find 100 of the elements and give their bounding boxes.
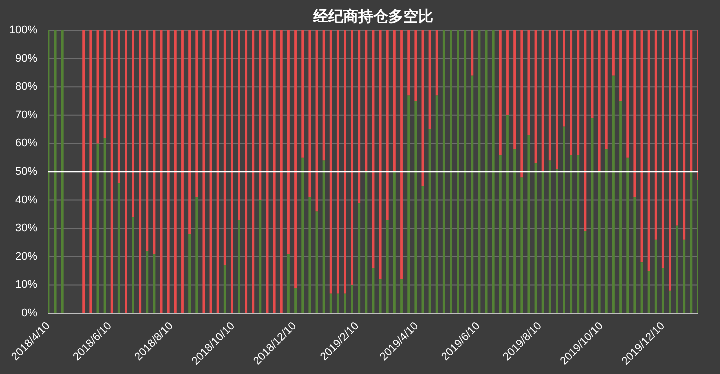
bar: [612, 30, 615, 76]
bar: [379, 30, 382, 280]
bar: [492, 30, 495, 314]
bar: [584, 30, 587, 232]
bar: [464, 30, 467, 314]
bar: [139, 30, 142, 314]
bar: [520, 178, 524, 314]
bar: [676, 30, 679, 226]
bar: [202, 30, 206, 314]
bar: [238, 30, 240, 220]
bar: [393, 30, 396, 172]
bar: [96, 144, 100, 314]
bar: [174, 30, 177, 314]
bar: [259, 200, 262, 314]
bar: [224, 30, 226, 266]
bar: [188, 30, 192, 234]
bar: [414, 101, 418, 314]
y-tick-label: 70%: [15, 109, 38, 122]
bar: [259, 30, 262, 200]
bar: [662, 268, 664, 314]
bar: [556, 169, 558, 314]
bar: [620, 30, 622, 102]
bar: [273, 30, 276, 314]
bar: [471, 30, 474, 76]
bar: [288, 254, 290, 314]
bar: [514, 149, 516, 314]
bar: [598, 30, 601, 172]
bar: [605, 30, 608, 150]
bar: [302, 30, 304, 158]
bar: [252, 30, 255, 314]
bar: [422, 186, 424, 314]
bar: [528, 135, 530, 314]
bar: [605, 149, 608, 314]
bar: [690, 30, 693, 172]
bar: [245, 30, 248, 314]
bar: [351, 30, 354, 286]
bar: [471, 76, 474, 314]
bar: [132, 30, 134, 218]
bar: [457, 30, 460, 314]
bar: [436, 96, 438, 314]
bar: [160, 30, 163, 314]
bar: [683, 30, 686, 240]
bar: [612, 76, 615, 314]
bar: [584, 231, 587, 314]
bar: [365, 172, 368, 314]
bar: [125, 30, 128, 314]
y-tick-label: 40%: [15, 194, 38, 206]
bar: [542, 172, 544, 314]
bar: [414, 30, 418, 102]
bar: [450, 30, 452, 314]
bar: [358, 203, 361, 314]
bar: [336, 30, 340, 294]
bar: [506, 115, 509, 314]
bar: [118, 183, 120, 314]
bar: [598, 172, 601, 314]
bar: [365, 30, 368, 172]
bar: [563, 30, 566, 127]
y-tick-label: 20%: [15, 250, 38, 263]
bar: [330, 30, 332, 294]
bar: [620, 101, 622, 314]
y-tick-label: 30%: [15, 222, 38, 235]
bar: [344, 30, 346, 294]
bar: [322, 160, 326, 314]
bar: [514, 30, 516, 150]
bar: [224, 265, 226, 314]
bar: [322, 30, 326, 161]
bar: [351, 285, 354, 314]
bar: [294, 30, 297, 288]
bar: [648, 30, 650, 272]
bar: [442, 30, 446, 314]
y-tick-label: 60%: [15, 138, 38, 150]
bar: [436, 30, 438, 96]
bar: [188, 234, 192, 314]
bar: [294, 288, 297, 314]
bar: [344, 294, 346, 314]
bar: [132, 217, 134, 314]
bar: [167, 30, 170, 314]
bar: [634, 30, 636, 198]
bar: [662, 30, 664, 268]
bar: [548, 30, 552, 161]
bar: [669, 290, 672, 314]
bar: [196, 30, 198, 198]
bar: [570, 30, 573, 156]
chart-title: 经纪商持仓多空比: [312, 8, 434, 26]
y-tick-label: 10%: [15, 279, 38, 292]
bar: [577, 30, 580, 156]
bar: [358, 30, 361, 204]
bar: [676, 226, 679, 314]
bar: [408, 30, 410, 96]
bar: [556, 30, 558, 170]
bar: [379, 280, 382, 314]
bar: [654, 30, 658, 240]
bar: [683, 240, 686, 314]
bar: [386, 30, 389, 220]
bar: [308, 197, 312, 314]
bar: [690, 172, 693, 314]
bar: [330, 294, 332, 314]
bar: [182, 30, 184, 314]
bar: [96, 30, 100, 144]
bar: [196, 197, 198, 314]
